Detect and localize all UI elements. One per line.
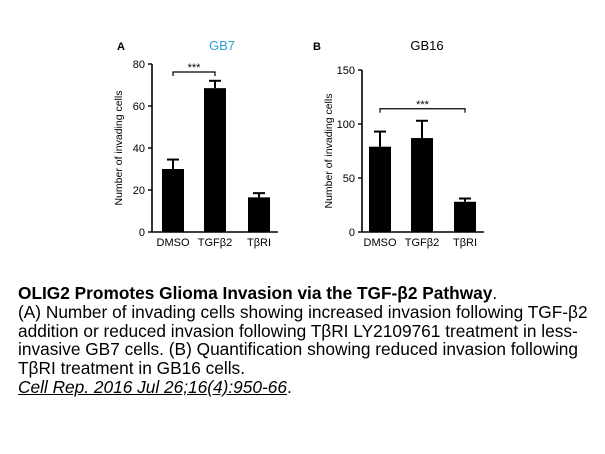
charts-figure: A GB7 Number of invading cells 0 20 40 60 80 DMS…	[113, 38, 484, 249]
x-tick-label: TGFβ2	[405, 237, 439, 249]
y-tick-label: 60	[133, 101, 145, 113]
bar	[369, 146, 391, 232]
x-tick-label: DMSO	[364, 237, 397, 249]
y-tick-label: 40	[133, 143, 145, 155]
significance-bracket	[172, 71, 216, 76]
bar	[411, 138, 433, 232]
y-tick-label: 20	[133, 185, 145, 197]
significance-label: ***	[188, 62, 202, 74]
caption-citation-link[interactable]: Cell Rep. 2016 Jul 26;16(4):950-66	[18, 376, 287, 397]
caption-citation-period: .	[287, 376, 292, 397]
x-tick-label: TβRI	[247, 237, 271, 249]
y-tick-label: 50	[343, 173, 355, 185]
panel-label: B	[313, 41, 321, 53]
caption-title: OLIG2 Promotes Glioma Invasion via the T…	[18, 283, 493, 303]
significance-label: ***	[416, 99, 430, 111]
y-tick-label: 150	[337, 65, 355, 77]
x-tick-label: DMSO	[157, 237, 190, 249]
caption-title-period: .	[492, 283, 498, 303]
y-axis-label: Number of invading cells	[323, 94, 335, 209]
figure-caption: OLIG2 Promotes Glioma Invasion via the T…	[18, 284, 598, 397]
y-tick-label: 0	[349, 227, 355, 239]
x-tick-label: TGFβ2	[198, 237, 232, 249]
chart-panel-a: A GB7 Number of invading cells 0 20 40 60 80 DMS…	[113, 38, 278, 249]
chart-panel-b: B GB16 Number of invading cells 0 50 100 150 DM…	[313, 38, 484, 249]
bar	[454, 201, 476, 232]
significance-bracket	[379, 108, 466, 113]
bar	[162, 169, 184, 232]
chart-title: GB16	[410, 38, 443, 53]
y-tick-label: 100	[337, 119, 355, 131]
bar	[248, 197, 270, 232]
x-tick-label: TβRI	[453, 237, 477, 249]
bar	[204, 88, 226, 233]
y-tick-label: 0	[139, 227, 145, 239]
caption-body: (A) Number of invading cells showing inc…	[18, 301, 588, 379]
y-tick-label: 80	[133, 59, 145, 71]
chart-title: GB7	[209, 38, 235, 53]
y-axis-label: Number of invading cells	[113, 91, 125, 206]
panel-label: A	[117, 41, 125, 53]
